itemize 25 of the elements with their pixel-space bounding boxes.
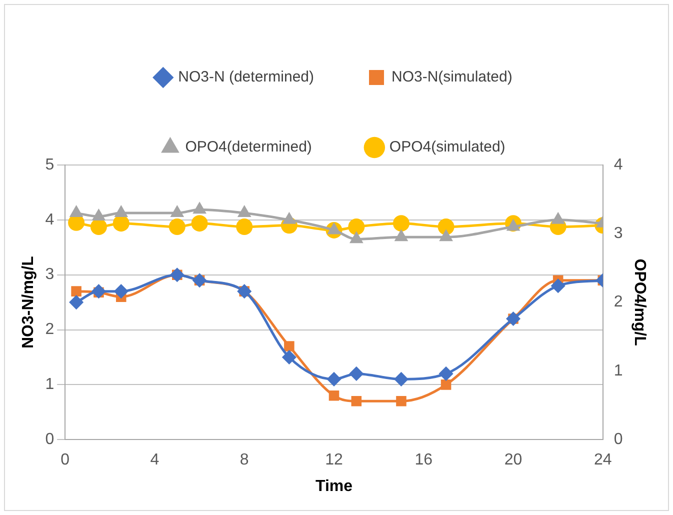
y-tick-label: 2 (45, 321, 54, 338)
y2-axis-title: OPO4/mg/L (630, 258, 648, 346)
x-tick-label: 20 (504, 452, 522, 469)
x-tick-label: 16 (414, 452, 433, 469)
y-tick-label: 1 (45, 376, 54, 394)
legend-label: NO3-N(simulated) (392, 68, 512, 86)
y-tick-label: 4 (45, 211, 54, 228)
y2-tick-label: 0 (614, 431, 623, 448)
x-axis-title: Time (315, 478, 353, 495)
y2-tick-label: 3 (614, 225, 623, 242)
legend-label: OPO4(simulated) (389, 138, 506, 156)
y2-tick-label: 4 (614, 156, 623, 174)
y-tick-label: 5 (45, 156, 54, 174)
x-tick-label: 8 (240, 452, 249, 469)
y2-tick-label: 2 (614, 294, 623, 311)
legend-label: NO3-N (determined) (178, 68, 314, 86)
x-tick-label: 4 (150, 452, 160, 469)
x-tick-label: 12 (325, 452, 343, 469)
y-axis-title: NO3-N/mg/L (20, 256, 38, 349)
y-tick-label: 0 (45, 431, 54, 448)
x-tick-label: 24 (594, 452, 612, 469)
y-tick-label: 3 (45, 266, 54, 284)
x-tick-label: 0 (60, 452, 70, 469)
y2-tick-label: 1 (614, 362, 623, 380)
legend-label: OPO4(determined) (185, 138, 312, 156)
